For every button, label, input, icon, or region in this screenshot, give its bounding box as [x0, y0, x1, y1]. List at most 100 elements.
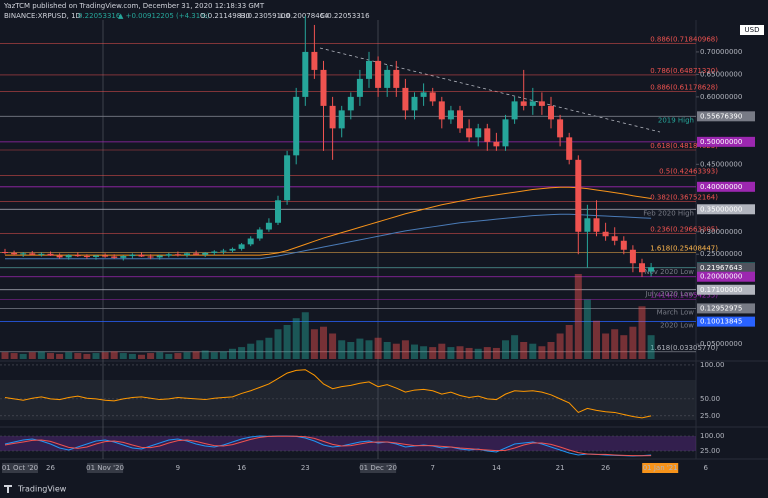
volume-bar — [19, 353, 27, 359]
candle-body — [466, 128, 473, 138]
candle-body — [220, 250, 227, 252]
y-tick-label: 0.45000000 — [700, 160, 742, 168]
crosshair-box — [2, 463, 38, 473]
volume-bar — [411, 344, 418, 359]
x-tick-label: 01 Dec '20 — [359, 464, 397, 472]
volume-bar — [574, 274, 582, 359]
volume-bar — [538, 346, 546, 359]
volume-bar — [92, 353, 100, 359]
low: L:0.20078464 — [280, 12, 329, 20]
volume-bar — [283, 325, 291, 359]
candle-body — [639, 263, 645, 273]
volume-bar — [292, 318, 300, 359]
volume-bar — [502, 340, 509, 359]
level-box — [697, 262, 755, 273]
fib-label: 0.786(0.64871320) — [650, 67, 718, 75]
x-tick-label: 26 — [46, 464, 55, 472]
candle-body — [511, 101, 518, 120]
volume-bar — [374, 337, 382, 359]
candle-body — [557, 119, 564, 138]
level-box — [697, 181, 755, 192]
candle-body — [529, 101, 536, 106]
level-label: 0.17100000 — [700, 286, 742, 294]
volume-bar — [556, 333, 564, 359]
candle-body — [138, 254, 145, 257]
level-box — [697, 284, 755, 295]
symbol: BINANCE:XRPUSD, 1D — [4, 12, 81, 20]
stoch-band — [0, 436, 696, 451]
indicator-line — [4, 435, 652, 457]
volume-bar — [593, 320, 600, 359]
volume-bar — [238, 347, 246, 359]
volume-bar — [74, 353, 82, 359]
candle-body — [238, 244, 245, 249]
candle-body — [2, 251, 8, 253]
y-tick-label: 0.70000000 — [700, 48, 742, 56]
fib-label: 0.382(0.36752164) — [650, 193, 718, 201]
volume-bar — [174, 353, 182, 359]
candle-body — [211, 251, 218, 253]
trendline — [319, 47, 661, 133]
level-label: 0.12952975 — [700, 304, 742, 312]
volume-bar — [128, 353, 136, 359]
y-tick-label: 0.25000000 — [700, 250, 742, 258]
candle-body — [384, 69, 391, 88]
volume-bar — [520, 342, 528, 359]
volume-bar — [310, 329, 318, 359]
candle-body — [111, 256, 118, 258]
volume-bar — [492, 347, 500, 359]
candle-body — [329, 105, 336, 129]
candle-body — [147, 256, 154, 258]
candle-body — [648, 267, 655, 272]
y-tick-label: 0.65000000 — [700, 70, 742, 78]
level-label: 0.10013845 — [700, 318, 742, 326]
candle-body — [502, 119, 509, 147]
candle-body — [629, 249, 636, 264]
level-note: March Low — [657, 308, 695, 316]
candle-body — [247, 238, 254, 245]
volume-bar — [429, 347, 437, 359]
fib-label: 0.886(0.71840968) — [650, 36, 718, 44]
volume-bar — [229, 348, 236, 359]
candle-body — [74, 255, 81, 257]
volume-bar — [638, 306, 646, 359]
candle-body — [202, 252, 209, 255]
candle-body — [256, 229, 263, 239]
candle-body — [575, 159, 582, 232]
volume-bar — [10, 353, 18, 359]
volume-bar — [47, 353, 54, 359]
volume-bar — [483, 347, 491, 359]
candle-body — [29, 253, 36, 255]
date-box — [87, 463, 124, 473]
brand-logo — [4, 485, 12, 493]
level-label: 0.55676390 — [700, 112, 742, 120]
volume-bar — [365, 340, 373, 359]
x-tick-label: 6 — [703, 464, 708, 472]
candle-body — [320, 69, 327, 106]
volume-bar — [392, 343, 400, 359]
level-note: Feb 2020 High — [643, 209, 694, 217]
candle-body — [611, 236, 618, 241]
x-tick-label: 01 Jan '21 — [643, 464, 678, 472]
last-price: 0.22053316 — [78, 12, 121, 20]
volume-bar — [119, 353, 127, 359]
volume-bar — [465, 347, 473, 359]
candle-body — [356, 78, 363, 97]
volume-bar — [192, 351, 200, 359]
volume-bar — [611, 329, 619, 359]
x-tick-label: 9 — [176, 464, 180, 472]
volume-bar — [583, 299, 591, 359]
volume-bar — [329, 333, 337, 359]
volume-bar — [247, 343, 255, 359]
volume-bar — [183, 352, 191, 359]
moving-average — [5, 213, 652, 260]
candle-body — [402, 87, 409, 111]
level-label: 0.21967643 — [700, 264, 742, 272]
volume-bar — [147, 353, 155, 359]
candle-body — [420, 92, 427, 97]
candle-body — [493, 141, 500, 147]
candle-body — [429, 92, 436, 102]
volume-bar — [265, 337, 273, 359]
x-tick-label: 21 — [556, 464, 565, 472]
y-tick-label: 100.00 — [700, 432, 725, 440]
